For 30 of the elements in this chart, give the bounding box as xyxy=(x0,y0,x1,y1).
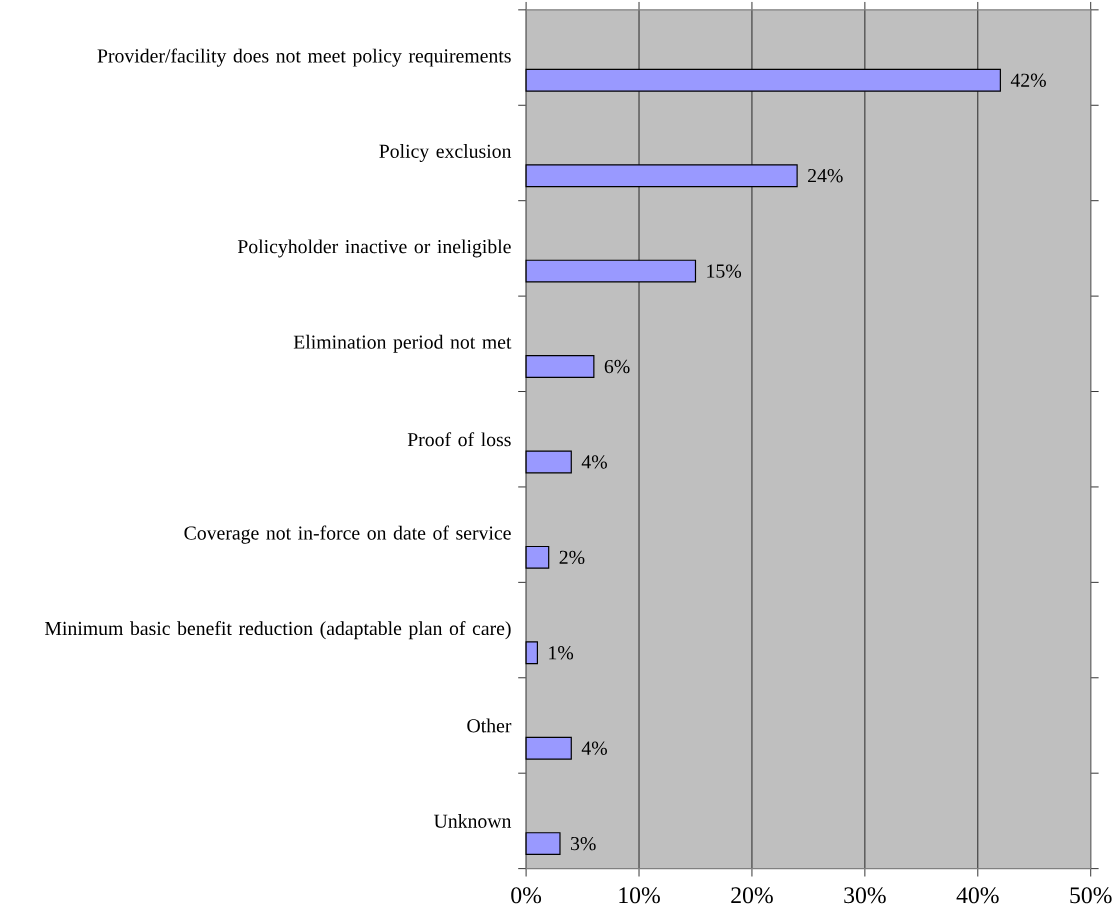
y-tick-label: Policyholder inactive or ineligible xyxy=(237,239,511,258)
bar xyxy=(525,641,538,665)
y-tick-label: Proof of loss xyxy=(407,432,511,447)
y-tick-label: Elimination period not met xyxy=(293,334,512,353)
bar xyxy=(525,736,572,760)
data-label: 6% xyxy=(604,359,630,374)
x-tick-label: 40% xyxy=(956,887,999,904)
x-tick-label: 30% xyxy=(844,887,886,904)
bar xyxy=(525,832,561,856)
data-label: 2% xyxy=(559,550,585,565)
y-tick-label: Provider/facility does not meet policy requirements xyxy=(97,48,511,67)
bar xyxy=(525,355,595,378)
data-label: 4% xyxy=(581,455,607,469)
bar xyxy=(525,545,550,569)
x-tick-label: 0% xyxy=(511,887,542,904)
y-tick-label: Other xyxy=(467,718,512,733)
y-tick-label: Unknown xyxy=(433,813,512,828)
x-tick-label: 10% xyxy=(619,887,660,904)
bar xyxy=(525,450,572,474)
data-label: 3% xyxy=(570,836,596,851)
data-label: 4% xyxy=(581,741,607,755)
data-label: 1% xyxy=(549,646,574,660)
y-tick-label: Coverage not in-force on date of service xyxy=(184,525,511,544)
x-tick-label: 50% xyxy=(1070,887,1112,904)
data-label: 24% xyxy=(808,169,843,183)
y-tick-label: Policy exclusion xyxy=(379,144,512,162)
data-label: 42% xyxy=(1010,73,1046,87)
data-label: 15% xyxy=(707,264,742,278)
y-tick-label: Minimum basic benefit reduction (adaptable plan of care) xyxy=(44,621,511,640)
x-tick-label: 20% xyxy=(731,887,773,904)
